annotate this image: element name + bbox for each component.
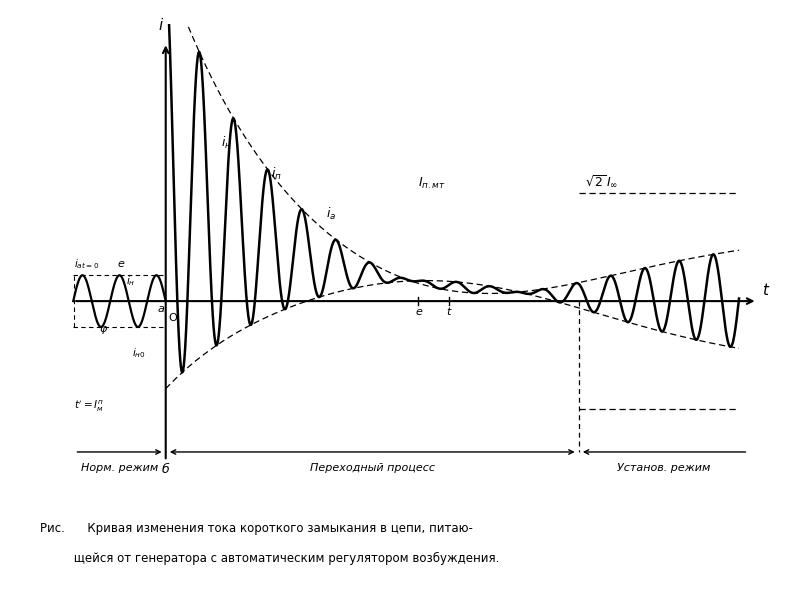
Text: $t'=I_м^п$: $t'=I_м^п$ <box>74 398 105 414</box>
Text: e: e <box>118 259 125 269</box>
Text: Переходный процесс: Переходный процесс <box>310 463 434 473</box>
Text: O: O <box>169 313 178 323</box>
Text: $t$: $t$ <box>762 282 771 298</box>
Text: щейся от генератора с автоматическим регулятором возбуждения.: щейся от генератора с автоматическим рег… <box>40 552 499 565</box>
Text: Рис.      Кривая изменения тока короткого замыкания в цепи, питаю-: Рис. Кривая изменения тока короткого зам… <box>40 522 473 535</box>
Text: $i_н$: $i_н$ <box>126 274 135 288</box>
Text: Установ. режим: Установ. режим <box>617 463 710 473</box>
Text: $i_{н0}$: $i_{н0}$ <box>132 347 146 361</box>
Text: t: t <box>446 307 450 317</box>
Text: $i_а$: $i_а$ <box>326 206 336 222</box>
Text: $\varphi$: $\varphi$ <box>99 324 108 336</box>
Text: $i_п$: $i_п$ <box>270 166 282 182</box>
Text: a: a <box>158 304 165 314</box>
Text: $i_н$: $i_н$ <box>221 135 232 151</box>
Text: Норм. режим: Норм. режим <box>81 463 158 473</box>
Text: е: е <box>415 307 422 317</box>
Text: б: б <box>162 463 170 476</box>
Text: $i_{аt=0}$: $i_{аt=0}$ <box>74 257 100 271</box>
Text: $i$: $i$ <box>158 17 165 33</box>
Text: $\sqrt{2}\,I_\infty$: $\sqrt{2}\,I_\infty$ <box>585 173 618 189</box>
Text: $I_{п.мт}$: $I_{п.мт}$ <box>418 176 446 191</box>
